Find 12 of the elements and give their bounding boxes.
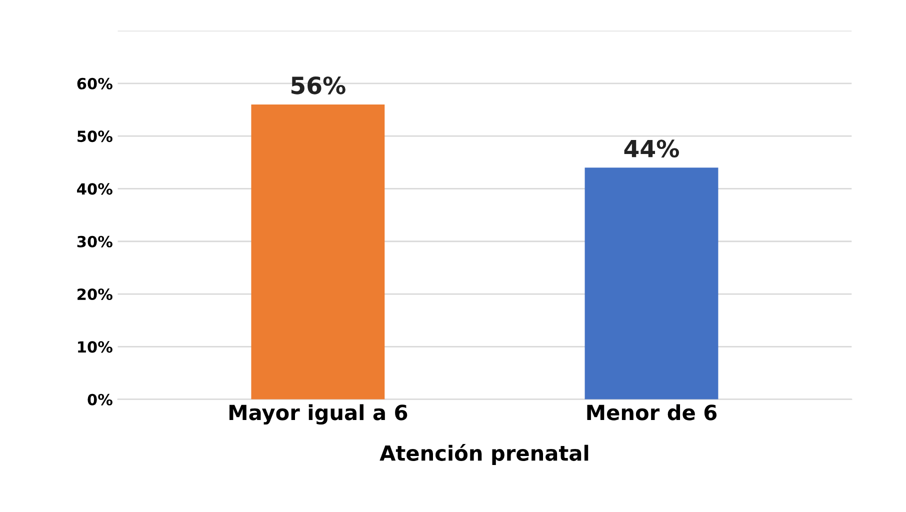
y-tick-label: 50% xyxy=(78,130,112,142)
y-tick-label: 60% xyxy=(77,78,112,90)
x-tick-label: Menor de 6 xyxy=(587,404,717,420)
x-axis-title: Atención prenatal xyxy=(380,444,588,465)
data-label: 44% xyxy=(624,140,679,158)
data-label: 56% xyxy=(291,76,346,94)
y-tick-label: 10% xyxy=(78,341,112,353)
y-tick-label: 30% xyxy=(77,236,112,248)
y-tick-label: 0% xyxy=(88,394,112,406)
y-tick-label: 40% xyxy=(77,183,112,195)
x-tick-label: Mayor igual a 6 xyxy=(229,404,408,425)
y-tick-label: 20% xyxy=(78,288,112,300)
